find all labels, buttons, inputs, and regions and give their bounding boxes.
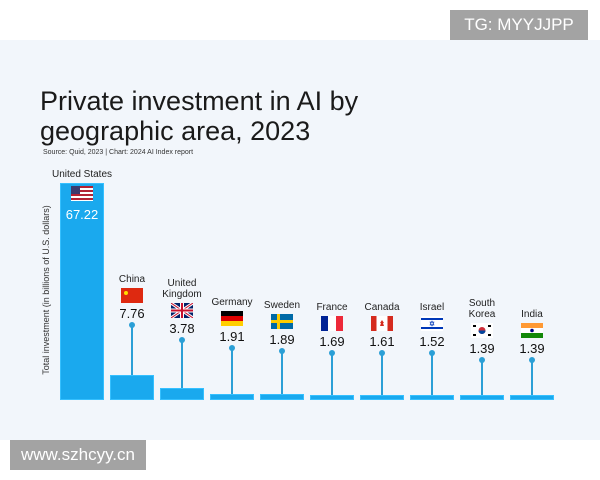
flag-sweden-icon bbox=[271, 314, 293, 329]
value-label: 1.61 bbox=[369, 334, 395, 349]
bar-china bbox=[110, 374, 154, 400]
bar-united-kingdom bbox=[160, 387, 204, 400]
label-canada: Canada 1.61 bbox=[347, 302, 417, 349]
bar-south-korea bbox=[460, 395, 504, 400]
stem-india bbox=[531, 360, 533, 395]
watermark-top: TG: MYYJJPP bbox=[450, 10, 588, 40]
chart-title: Private investment in AI by geographic a… bbox=[40, 86, 359, 146]
flag-israel-icon bbox=[421, 316, 443, 331]
stem-south-korea bbox=[481, 360, 483, 395]
category-label: United States bbox=[51, 169, 113, 180]
value-label: 67.22 bbox=[65, 207, 99, 222]
chart-source: Source: Quid, 2023 | Chart: 2024 AI Inde… bbox=[43, 149, 194, 156]
bar-france bbox=[310, 394, 354, 400]
value-label: 1.39 bbox=[469, 341, 495, 356]
category-label: China bbox=[118, 274, 146, 285]
label-china: China 7.76 bbox=[97, 274, 167, 321]
bar-india bbox=[510, 395, 554, 400]
stem-dot-south-korea bbox=[479, 357, 485, 363]
flag-south-korea-icon bbox=[471, 323, 493, 338]
stem-israel bbox=[431, 353, 433, 395]
stem-sweden bbox=[281, 351, 283, 394]
flag-india-icon bbox=[521, 323, 543, 338]
category-label: Israel bbox=[419, 302, 445, 313]
stem-france bbox=[331, 353, 333, 395]
category-label: Sweden bbox=[263, 300, 301, 311]
value-label: 1.69 bbox=[319, 334, 345, 349]
stem-china bbox=[131, 325, 133, 375]
category-label: India bbox=[521, 309, 543, 320]
value-label: 1.91 bbox=[219, 329, 245, 344]
stem-dot-india bbox=[529, 357, 535, 363]
watermark-bottom: www.szhcyy.cn bbox=[10, 440, 146, 470]
bar-canada bbox=[360, 394, 404, 400]
label-france: France 1.69 bbox=[297, 302, 367, 349]
flag-china-icon bbox=[121, 288, 143, 303]
value-label: 1.39 bbox=[519, 341, 545, 356]
category-label: Canada bbox=[364, 302, 400, 313]
bar-sweden bbox=[260, 393, 304, 400]
stem-dot-israel bbox=[429, 350, 435, 356]
stem-germany bbox=[231, 348, 233, 394]
flag-canada-icon bbox=[371, 316, 393, 331]
stem-united-kingdom bbox=[181, 340, 183, 388]
stem-dot-sweden bbox=[279, 348, 285, 354]
flag-united-kingdom-icon bbox=[171, 303, 193, 318]
flag-germany-icon bbox=[221, 311, 243, 326]
category-label: Germany bbox=[211, 297, 253, 308]
label-united-states: United States 67.22 bbox=[47, 169, 117, 222]
label-israel: Israel 1.52 bbox=[397, 302, 467, 349]
label-sweden: Sweden 1.89 bbox=[247, 300, 317, 347]
value-label: 1.52 bbox=[419, 334, 445, 349]
flag-france-icon bbox=[321, 316, 343, 331]
label-germany: Germany 1.91 bbox=[197, 297, 267, 344]
label-south-korea: South Korea 1.39 bbox=[447, 298, 517, 356]
bar-united-states bbox=[60, 183, 104, 400]
stem-dot-germany bbox=[229, 345, 235, 351]
stem-canada bbox=[381, 353, 383, 395]
bar-germany bbox=[210, 393, 254, 400]
category-label: United Kingdom bbox=[162, 278, 202, 300]
value-label: 1.89 bbox=[269, 332, 295, 347]
category-label: France bbox=[316, 302, 348, 313]
category-label: South Korea bbox=[468, 298, 496, 320]
stem-dot-canada bbox=[379, 350, 385, 356]
value-label: 7.76 bbox=[119, 306, 145, 321]
flag-united-states-icon bbox=[71, 186, 93, 201]
stem-dot-united-kingdom bbox=[179, 337, 185, 343]
stem-dot-france bbox=[329, 350, 335, 356]
bar-israel bbox=[410, 395, 454, 400]
label-united-kingdom: United Kingdom 3.78 bbox=[147, 278, 217, 336]
label-india: India 1.39 bbox=[497, 309, 567, 356]
stem-dot-china bbox=[129, 322, 135, 328]
y-axis-label: Total investment (in billions of U.S. do… bbox=[41, 205, 51, 375]
value-label: 3.78 bbox=[169, 321, 195, 336]
